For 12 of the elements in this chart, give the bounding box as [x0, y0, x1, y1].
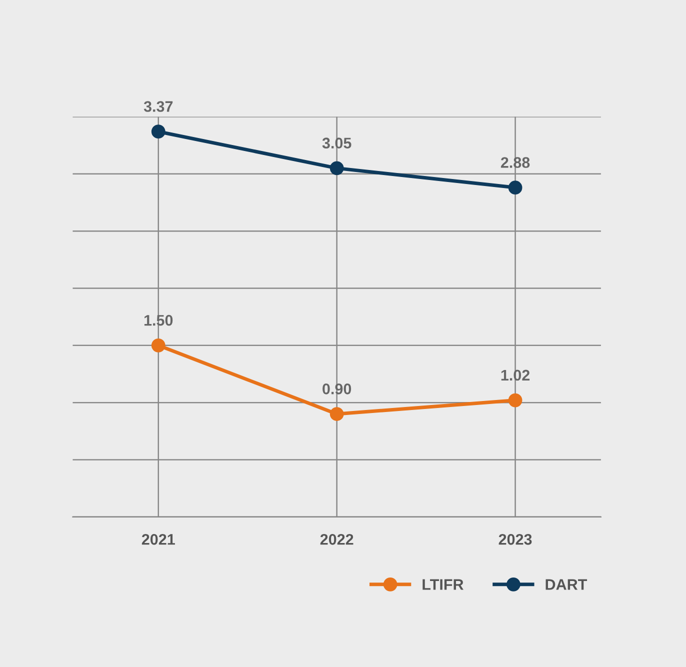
x-tick-label: 2021 — [142, 534, 175, 545]
x-tick-label: 2022 — [320, 534, 354, 545]
legend-label: DART — [546, 579, 588, 590]
point — [330, 161, 344, 176]
point — [508, 393, 522, 408]
point — [508, 180, 522, 195]
point — [151, 338, 166, 352]
x-tick-label: 2023 — [498, 534, 532, 545]
point — [330, 407, 344, 421]
legend-label: LTIFR — [422, 579, 464, 590]
point — [151, 124, 166, 139]
data-label: 3.37 — [144, 101, 173, 112]
